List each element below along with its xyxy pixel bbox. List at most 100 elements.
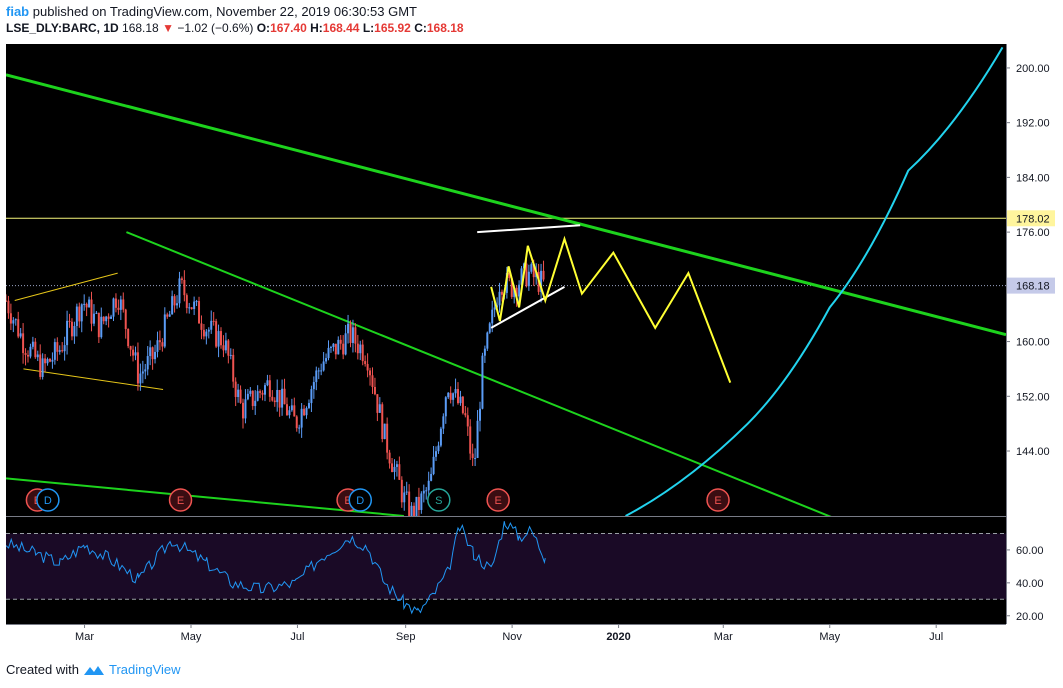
candle-body bbox=[215, 321, 218, 347]
candle-body bbox=[251, 390, 254, 407]
main-plot-group bbox=[6, 46, 1006, 516]
candle-body bbox=[56, 342, 59, 352]
candle-body bbox=[261, 392, 264, 395]
candle-body bbox=[408, 491, 411, 516]
candle-body bbox=[474, 457, 477, 459]
candle-body bbox=[483, 348, 486, 356]
candle-body bbox=[364, 361, 367, 364]
candle-body bbox=[403, 492, 406, 503]
candle-body bbox=[185, 295, 188, 309]
candle-body bbox=[24, 353, 27, 355]
candle-body bbox=[14, 319, 17, 321]
candle-body bbox=[85, 303, 88, 308]
candle-body bbox=[78, 306, 81, 322]
candle-body bbox=[202, 329, 205, 337]
candle-body bbox=[317, 370, 320, 372]
rsi-tick-label: 60.00 bbox=[1016, 545, 1044, 557]
candle-body bbox=[244, 399, 247, 419]
candle-body bbox=[491, 309, 494, 324]
candle-body bbox=[520, 268, 523, 285]
candle-body bbox=[122, 299, 125, 310]
candle-body bbox=[114, 298, 117, 308]
time-tick-label: May bbox=[819, 631, 840, 643]
candle-body bbox=[532, 264, 535, 278]
candle-body bbox=[354, 327, 357, 344]
candle-body bbox=[90, 299, 93, 324]
candle-body bbox=[136, 352, 139, 384]
event-marker-label: S bbox=[435, 495, 442, 507]
candle-body bbox=[205, 331, 208, 337]
candle-body bbox=[51, 359, 54, 362]
close-value: 168.18 bbox=[426, 21, 464, 35]
candle-body bbox=[464, 413, 467, 416]
candle-body bbox=[100, 316, 103, 338]
time-tick-label: May bbox=[181, 631, 202, 643]
candle-body bbox=[53, 342, 56, 360]
candle-body bbox=[351, 327, 354, 343]
candle-body bbox=[26, 354, 29, 357]
close-label: C: bbox=[414, 21, 427, 35]
candle-body bbox=[290, 405, 293, 411]
time-tick-label: Mar bbox=[714, 631, 733, 643]
candle-body bbox=[95, 312, 98, 314]
candle-body bbox=[381, 404, 384, 440]
candle-body bbox=[259, 391, 262, 393]
candles-group bbox=[6, 258, 545, 516]
candle-body bbox=[488, 323, 491, 333]
candle-body bbox=[166, 314, 169, 317]
candle-body bbox=[305, 407, 308, 416]
tradingview-link[interactable]: TradingView bbox=[108, 662, 181, 677]
candle-body bbox=[307, 403, 310, 408]
candle-body bbox=[105, 316, 108, 322]
candle-body bbox=[110, 316, 113, 319]
candle-body bbox=[229, 354, 232, 356]
candle-body bbox=[198, 301, 201, 324]
rsi-plot-group bbox=[6, 521, 1006, 615]
candle-body bbox=[254, 400, 257, 407]
candle-body bbox=[281, 388, 284, 408]
rsi-tick-label: 20.00 bbox=[1016, 611, 1044, 623]
event-marker-d-icon bbox=[36, 488, 60, 512]
candle-body bbox=[132, 349, 135, 356]
low-value: 165.92 bbox=[374, 21, 411, 35]
high-label: H: bbox=[310, 21, 323, 35]
price-tick-label: 144.00 bbox=[1016, 446, 1050, 458]
author-link[interactable]: fiab bbox=[6, 4, 30, 19]
candle-body bbox=[376, 394, 379, 413]
price-tick-label: 152.00 bbox=[1016, 391, 1050, 403]
candle-body bbox=[339, 339, 342, 344]
candle-body bbox=[249, 390, 252, 394]
candle-body bbox=[369, 370, 372, 376]
candle-body bbox=[7, 300, 10, 314]
candle-body bbox=[329, 346, 332, 348]
candle-body bbox=[29, 346, 32, 357]
candle-body bbox=[117, 307, 120, 310]
candle-body bbox=[310, 389, 313, 404]
candle-body bbox=[513, 287, 516, 297]
candle-body bbox=[430, 473, 433, 481]
candle-body bbox=[22, 333, 25, 354]
time-tick-label: Mar bbox=[75, 631, 94, 643]
event-marker-e-icon bbox=[168, 488, 193, 512]
candle-body bbox=[437, 445, 440, 452]
candle-body bbox=[200, 323, 203, 330]
candle-body bbox=[246, 393, 249, 400]
candle-body bbox=[158, 340, 161, 343]
candle-body bbox=[303, 408, 306, 416]
candle-body bbox=[442, 416, 445, 429]
early-wedge-line bbox=[14, 272, 118, 302]
candle-body bbox=[278, 389, 281, 408]
last-price-label: 168.18 bbox=[1016, 281, 1050, 293]
candle-body bbox=[435, 451, 438, 457]
candle-body bbox=[144, 369, 147, 372]
candle-body bbox=[141, 371, 144, 374]
candle-body bbox=[525, 263, 528, 287]
candle-body bbox=[320, 370, 323, 372]
price-tick-label: 160.00 bbox=[1016, 337, 1050, 349]
price-chart[interactable]: 200.00 192.00 184.00 176.00 160.00 152.00 144.… bbox=[0, 40, 1063, 655]
candle-body bbox=[217, 331, 220, 347]
candle-body bbox=[6, 300, 7, 302]
candle-body bbox=[149, 347, 152, 357]
open-label: O: bbox=[256, 21, 271, 35]
candle-body bbox=[493, 307, 496, 310]
